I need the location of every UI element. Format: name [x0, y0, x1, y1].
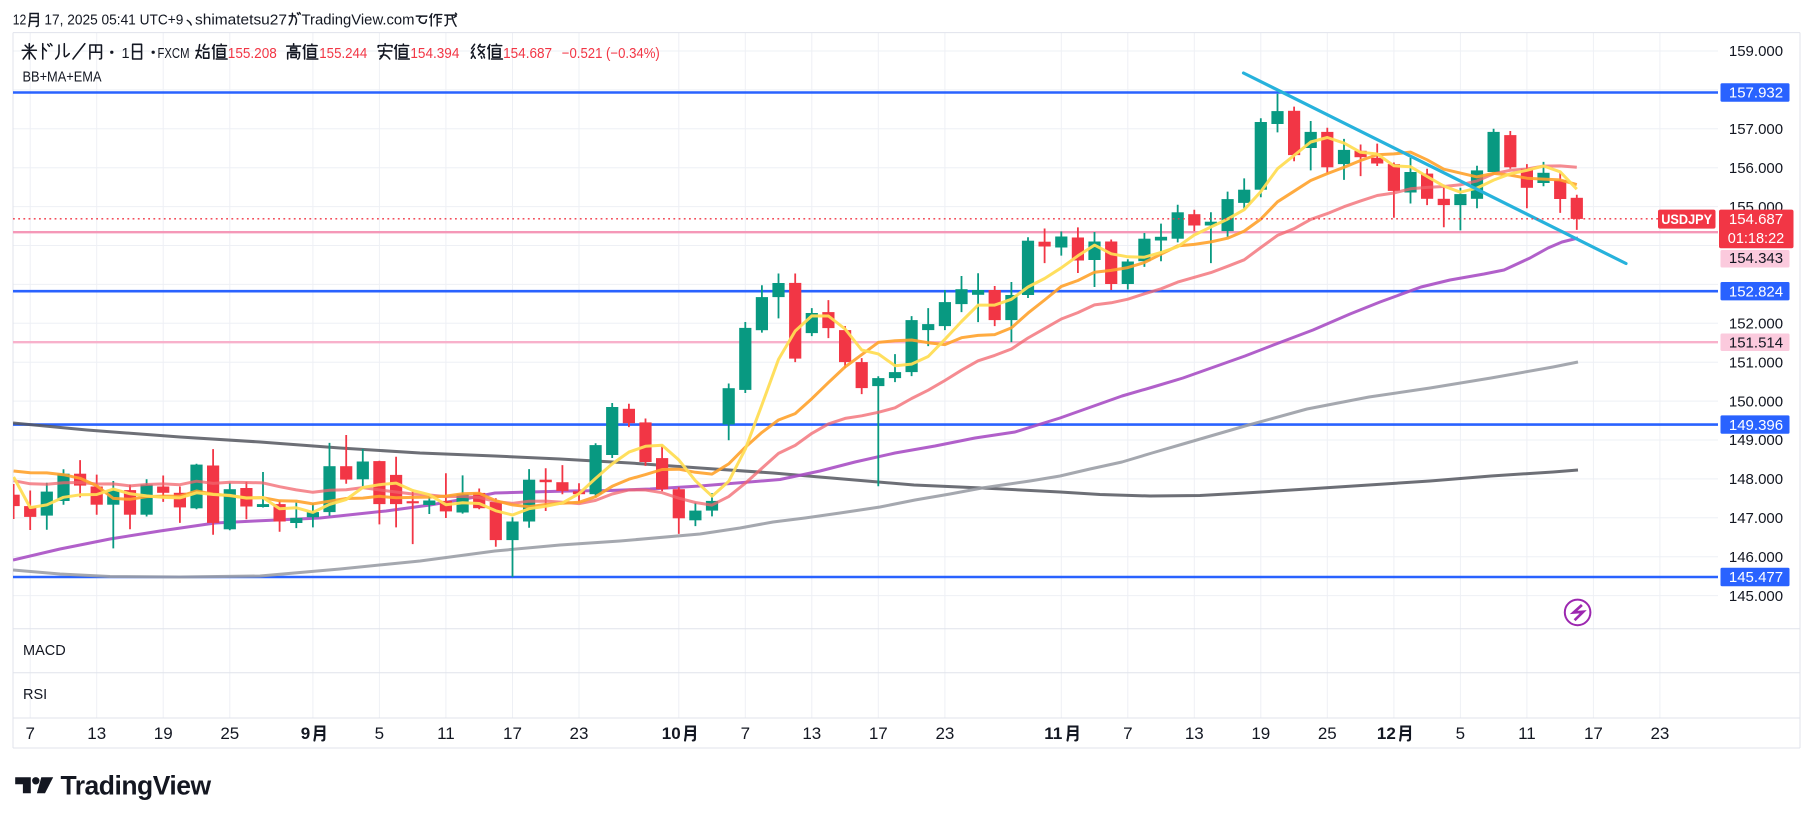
svg-text:1: 1 [122, 46, 130, 62]
svg-text:13: 13 [802, 724, 821, 743]
svg-text:23: 23 [570, 724, 589, 743]
svg-text:−0.521 (−0.34%): −0.521 (−0.34%) [562, 46, 660, 62]
svg-text:145.000: 145.000 [1729, 588, 1783, 605]
svg-text:13: 13 [1185, 724, 1204, 743]
svg-text:150.000: 150.000 [1729, 393, 1783, 410]
svg-text:TradingView: TradingView [61, 771, 212, 801]
svg-text:154.687: 154.687 [503, 46, 552, 62]
svg-text:151.000: 151.000 [1729, 354, 1783, 371]
svg-text:7: 7 [25, 724, 34, 743]
svg-text:17, 2025 05:41 UTC+9: 17, 2025 05:41 UTC+9 [44, 13, 183, 29]
svg-text:156.000: 156.000 [1729, 160, 1783, 177]
svg-text:154.687: 154.687 [1729, 211, 1783, 228]
svg-text:12: 12 [1377, 724, 1396, 743]
svg-text:151.514: 151.514 [1729, 334, 1783, 351]
svg-text:147.000: 147.000 [1729, 510, 1783, 527]
svg-text:BB+MA+EMA: BB+MA+EMA [23, 69, 102, 86]
svg-text:01:18:22: 01:18:22 [1728, 231, 1784, 247]
svg-text:9: 9 [301, 724, 310, 743]
svg-text:10: 10 [662, 724, 681, 743]
svg-text:11: 11 [1044, 724, 1062, 743]
svg-text:146.000: 146.000 [1729, 549, 1783, 566]
svg-text:145.477: 145.477 [1729, 569, 1783, 586]
svg-text:154.343: 154.343 [1729, 250, 1783, 267]
svg-text:155.244: 155.244 [319, 46, 367, 62]
svg-text:23: 23 [1650, 724, 1669, 743]
svg-text:23: 23 [935, 724, 954, 743]
svg-text:17: 17 [869, 724, 888, 743]
svg-text:11: 11 [437, 724, 455, 743]
svg-text:7: 7 [1123, 724, 1132, 743]
svg-text:157.932: 157.932 [1729, 85, 1783, 102]
svg-text:FXCM: FXCM [158, 46, 190, 62]
svg-text:11: 11 [1518, 724, 1536, 743]
svg-text:TradingView.com: TradingView.com [302, 13, 415, 29]
svg-text:MACD: MACD [23, 643, 66, 659]
svg-text:5: 5 [375, 724, 384, 743]
svg-text:155.208: 155.208 [228, 46, 277, 62]
svg-text:shimatetsu27: shimatetsu27 [195, 13, 287, 29]
svg-text:152.824: 152.824 [1729, 283, 1783, 300]
svg-text:USDJPY: USDJPY [1661, 211, 1713, 227]
svg-text:RSI: RSI [23, 687, 47, 703]
svg-text:17: 17 [503, 724, 522, 743]
svg-text:149.396: 149.396 [1729, 417, 1783, 434]
svg-text:148.000: 148.000 [1729, 471, 1783, 488]
svg-text:152.000: 152.000 [1729, 316, 1783, 333]
svg-text:17: 17 [1584, 724, 1603, 743]
svg-text:13: 13 [87, 724, 106, 743]
svg-text:25: 25 [1318, 724, 1337, 743]
svg-text:154.394: 154.394 [410, 46, 459, 62]
svg-text:157.000: 157.000 [1729, 121, 1783, 138]
svg-text:7: 7 [741, 724, 750, 743]
svg-text:159.000: 159.000 [1729, 43, 1783, 60]
svg-text:149.000: 149.000 [1729, 432, 1783, 449]
svg-text:19: 19 [154, 724, 173, 743]
svg-text:5: 5 [1456, 724, 1465, 743]
svg-text:25: 25 [220, 724, 239, 743]
svg-text:12: 12 [13, 13, 27, 29]
svg-text:19: 19 [1251, 724, 1270, 743]
